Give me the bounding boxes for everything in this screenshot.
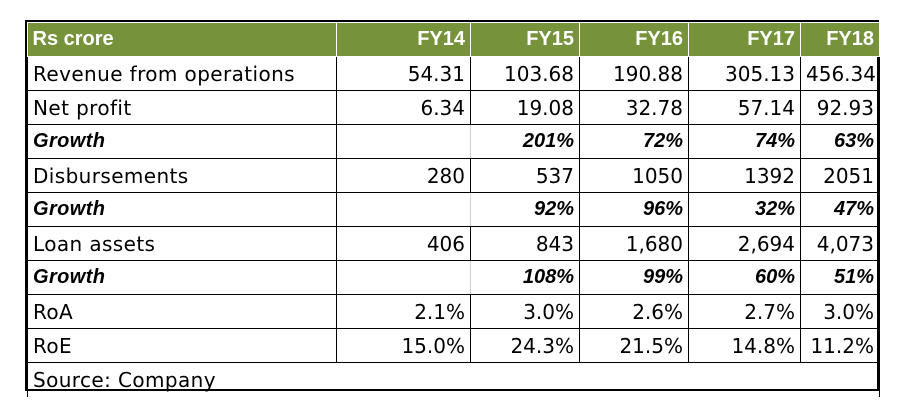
table-row: Net profit 6.34 19.08 32.78 57.14 92.93 xyxy=(27,90,880,125)
table-cell: 32% xyxy=(688,192,801,227)
table-cell: 19.08 xyxy=(470,90,580,125)
table-row: RoA 2.1% 3.0% 2.6% 2.7% 3.0% xyxy=(27,294,880,329)
table-cell: 92.93 xyxy=(800,90,880,125)
table-row: Growth 201% 72% 74% 63% xyxy=(27,124,880,159)
table-cell: 201% xyxy=(470,124,580,159)
table-cell: 1392 xyxy=(688,158,801,193)
table-cell: 190.88 xyxy=(579,56,689,91)
table-cell: 2.7% xyxy=(688,294,801,329)
table-cell: 51% xyxy=(800,260,880,295)
table-row: Growth 92% 96% 32% 47% xyxy=(27,192,880,227)
table-cell: 21.5% xyxy=(579,328,689,363)
table-cell: 4,073 xyxy=(800,226,880,261)
header-fy14: FY14 xyxy=(336,22,471,57)
source-row: Source: Company xyxy=(27,362,880,397)
table-cell: 72% xyxy=(579,124,689,159)
table-cell: 843 xyxy=(470,226,580,261)
header-fy16: FY16 xyxy=(579,22,689,57)
table-cell: 456.34 xyxy=(800,56,880,91)
table-cell: 15.0% xyxy=(336,328,471,363)
table-cell: 2.6% xyxy=(579,294,689,329)
table-cell: 2.1% xyxy=(336,294,471,329)
row-label: Growth xyxy=(27,124,337,159)
source-note: Source: Company xyxy=(27,362,880,397)
table-cell: 54.31 xyxy=(336,56,471,91)
table-cell: 3.0% xyxy=(800,294,880,329)
table-cell: 92% xyxy=(470,192,580,227)
table-cell: 32.78 xyxy=(579,90,689,125)
table-cell: 99% xyxy=(579,260,689,295)
table-cell: 60% xyxy=(688,260,801,295)
table-cell xyxy=(336,192,471,227)
table-cell: 103.68 xyxy=(470,56,580,91)
financials-table-frame: Rs crore FY14 FY15 FY16 FY17 FY18 Revenu… xyxy=(25,20,880,397)
table-cell: 280 xyxy=(336,158,471,193)
table-cell: 406 xyxy=(336,226,471,261)
header-unit: Rs crore xyxy=(27,22,337,57)
table-cell: 6.34 xyxy=(336,90,471,125)
financials-table: Rs crore FY14 FY15 FY16 FY17 FY18 Revenu… xyxy=(27,22,880,397)
table-cell: 47% xyxy=(800,192,880,227)
header-fy17: FY17 xyxy=(688,22,801,57)
header-row: Rs crore FY14 FY15 FY16 FY17 FY18 xyxy=(27,22,880,57)
row-label: Net profit xyxy=(27,90,337,125)
table-cell: 1,680 xyxy=(579,226,689,261)
table-row: Disbursements 280 537 1050 1392 2051 xyxy=(27,158,880,193)
row-label: RoA xyxy=(27,294,337,329)
row-label: RoE xyxy=(27,328,337,363)
table-cell: 24.3% xyxy=(470,328,580,363)
row-label: Disbursements xyxy=(27,158,337,193)
table-cell: 14.8% xyxy=(688,328,801,363)
table-row: Loan assets 406 843 1,680 2,694 4,073 xyxy=(27,226,880,261)
row-label: Loan assets xyxy=(27,226,337,261)
table-row: Growth 108% 99% 60% 51% xyxy=(27,260,880,295)
table-cell xyxy=(336,260,471,295)
row-label: Growth xyxy=(27,192,337,227)
table-cell: 1050 xyxy=(579,158,689,193)
table-cell: 3.0% xyxy=(470,294,580,329)
table-cell: 74% xyxy=(688,124,801,159)
table-cell: 305.13 xyxy=(688,56,801,91)
table-cell: 2051 xyxy=(800,158,880,193)
table-cell: 96% xyxy=(579,192,689,227)
row-label: Growth xyxy=(27,260,337,295)
row-label: Revenue from operations xyxy=(27,56,337,91)
header-fy18: FY18 xyxy=(800,22,880,57)
table-cell xyxy=(336,124,471,159)
table-cell: 537 xyxy=(470,158,580,193)
header-fy15: FY15 xyxy=(470,22,580,57)
table-row: Revenue from operations 54.31 103.68 190.88… xyxy=(27,56,880,91)
table-cell: 57.14 xyxy=(688,90,801,125)
table-cell: 63% xyxy=(800,124,880,159)
table-row: RoE 15.0% 24.3% 21.5% 14.8% 11.2% xyxy=(27,328,880,363)
table-cell: 11.2% xyxy=(800,328,880,363)
table-cell: 108% xyxy=(470,260,580,295)
table-cell: 2,694 xyxy=(688,226,801,261)
